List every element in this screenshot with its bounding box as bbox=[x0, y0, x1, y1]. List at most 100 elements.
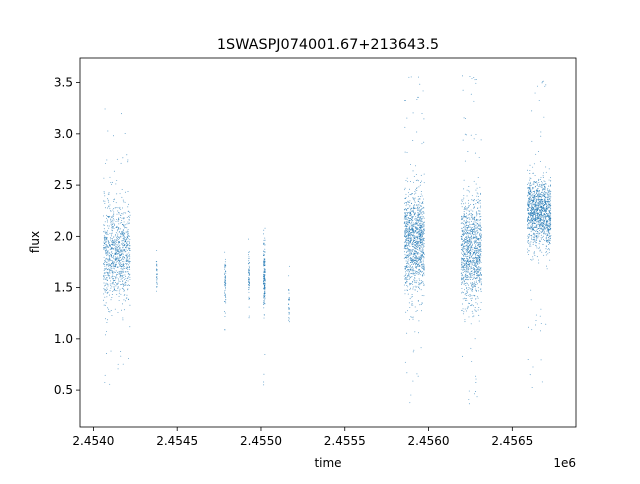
data-point bbox=[536, 189, 538, 191]
data-point bbox=[547, 230, 548, 232]
data-point bbox=[474, 251, 476, 253]
data-point bbox=[476, 192, 478, 194]
data-point bbox=[545, 224, 547, 226]
data-point bbox=[466, 224, 468, 226]
data-point bbox=[541, 191, 543, 193]
data-point bbox=[106, 290, 107, 291]
data-point bbox=[466, 257, 468, 259]
data-point bbox=[535, 226, 537, 228]
data-point bbox=[110, 238, 112, 240]
data-point bbox=[544, 220, 546, 222]
data-point bbox=[118, 300, 120, 302]
data-point bbox=[461, 292, 462, 294]
data-point bbox=[113, 260, 115, 262]
data-point bbox=[416, 220, 418, 222]
data-point bbox=[469, 258, 471, 260]
data-point bbox=[473, 242, 475, 244]
data-point bbox=[540, 202, 542, 203]
data-point bbox=[548, 200, 550, 202]
data-point bbox=[248, 270, 249, 272]
data-point bbox=[106, 280, 108, 281]
data-point bbox=[413, 250, 415, 252]
data-point bbox=[421, 195, 423, 197]
data-point bbox=[224, 277, 226, 279]
data-point bbox=[108, 265, 110, 267]
data-point bbox=[544, 230, 545, 232]
data-point bbox=[533, 191, 535, 193]
data-point bbox=[104, 268, 106, 270]
data-point bbox=[105, 272, 106, 274]
data-point bbox=[478, 257, 480, 258]
y-tick-label: 3.5 bbox=[54, 76, 73, 90]
data-point bbox=[108, 192, 110, 194]
data-point bbox=[462, 199, 464, 201]
data-point bbox=[528, 204, 530, 206]
data-point bbox=[411, 272, 413, 274]
data-point bbox=[117, 267, 119, 268]
data-point bbox=[421, 310, 423, 312]
data-point bbox=[122, 238, 124, 240]
data-point bbox=[248, 258, 250, 260]
data-point bbox=[527, 227, 528, 229]
data-point bbox=[549, 199, 551, 201]
data-point bbox=[110, 299, 112, 301]
data-point bbox=[541, 202, 543, 204]
data-point bbox=[464, 289, 465, 291]
data-point bbox=[419, 211, 421, 213]
data-point bbox=[463, 276, 465, 278]
data-point bbox=[118, 292, 120, 294]
data-point bbox=[414, 211, 416, 213]
data-point bbox=[418, 238, 420, 240]
data-point bbox=[532, 228, 534, 230]
data-point bbox=[109, 249, 111, 251]
data-point bbox=[472, 210, 474, 212]
data-point bbox=[478, 266, 479, 268]
data-point bbox=[544, 187, 546, 189]
data-point bbox=[469, 272, 471, 274]
data-point bbox=[247, 254, 249, 256]
data-point bbox=[119, 248, 121, 250]
data-point bbox=[467, 276, 469, 278]
data-point bbox=[475, 236, 477, 238]
data-point bbox=[156, 278, 158, 280]
data-point bbox=[532, 236, 534, 238]
data-point bbox=[129, 279, 131, 280]
data-point bbox=[536, 203, 538, 205]
data-point bbox=[116, 277, 118, 279]
data-point bbox=[124, 237, 126, 238]
data-point bbox=[545, 232, 547, 234]
data-point bbox=[479, 235, 481, 237]
data-point bbox=[128, 259, 130, 261]
data-point bbox=[122, 272, 124, 273]
data-point bbox=[421, 256, 423, 258]
data-point bbox=[472, 260, 474, 262]
data-point bbox=[263, 229, 265, 231]
data-point bbox=[122, 280, 124, 282]
data-point bbox=[416, 190, 418, 192]
data-point bbox=[122, 263, 124, 265]
data-point bbox=[535, 212, 537, 214]
data-point bbox=[122, 229, 124, 231]
data-point bbox=[473, 286, 475, 288]
data-point bbox=[421, 271, 423, 272]
data-point bbox=[479, 238, 480, 240]
data-point bbox=[472, 264, 474, 266]
data-point bbox=[117, 210, 119, 212]
data-point bbox=[527, 227, 529, 229]
data-point bbox=[412, 234, 414, 236]
data-point bbox=[405, 280, 407, 282]
data-point bbox=[414, 249, 416, 251]
data-point bbox=[129, 239, 131, 241]
data-point bbox=[122, 213, 124, 215]
data-point bbox=[264, 354, 266, 356]
data-point bbox=[422, 233, 424, 235]
data-point bbox=[420, 191, 422, 193]
data-point bbox=[532, 239, 534, 241]
x-axis-offset-label: 1e6 bbox=[553, 456, 576, 470]
data-point bbox=[224, 264, 226, 266]
data-point bbox=[541, 251, 543, 253]
data-point bbox=[480, 284, 482, 286]
data-point bbox=[423, 207, 425, 209]
data-point bbox=[469, 295, 471, 297]
data-point bbox=[535, 238, 537, 240]
